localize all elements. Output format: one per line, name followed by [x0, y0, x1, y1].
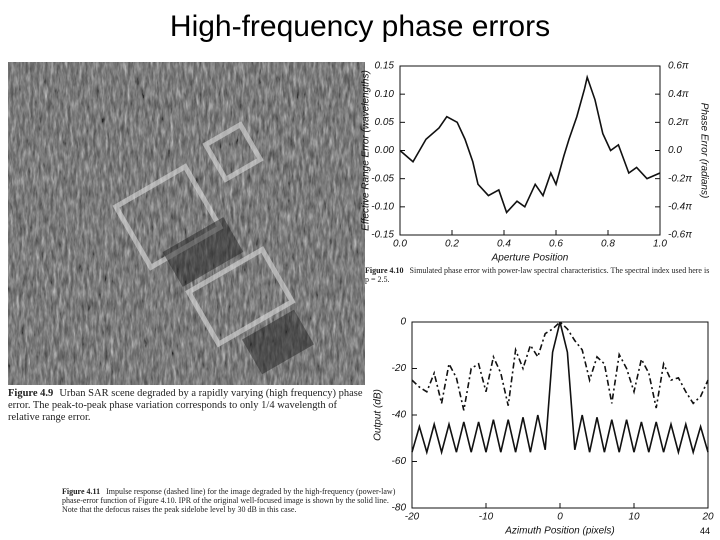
y2-tick-label: -0.4π — [668, 201, 692, 212]
x-tick-label: 10 — [628, 512, 640, 523]
y-tick-label: 0.05 — [375, 117, 395, 128]
x-axis-label: Azimuth Position (pixels) — [504, 526, 614, 537]
sar-image — [8, 62, 365, 385]
y-tick-label: -60 — [392, 456, 407, 467]
x-tick-label: 0.2 — [445, 239, 459, 250]
y2-axis-label: Phase Error (radians) — [698, 103, 709, 199]
caption-text: Urban SAR scene degraded by a rapidly va… — [8, 388, 363, 424]
x-tick-label: 20 — [701, 512, 714, 523]
caption: Figure 4.9 Urban SAR scene degraded by a … — [8, 388, 363, 424]
y-tick-label: -0.10 — [371, 201, 394, 212]
y-tick-label: 0.00 — [375, 145, 395, 156]
x-tick-label: 0.8 — [601, 239, 615, 250]
caption-text: Impulse response (dashed line) for the i… — [62, 487, 396, 515]
y2-tick-label: -0.2π — [668, 173, 692, 184]
y2-tick-label: 0.2π — [668, 117, 689, 128]
y-tick-label: -0.05 — [371, 173, 394, 184]
y-axis-label: Output (dB) — [373, 389, 384, 441]
caption-label: Figure 4.10 — [365, 266, 404, 275]
page-number: 44 — [700, 526, 711, 536]
caption-text: Simulated phase error with power-law spe… — [365, 266, 710, 285]
x-tick-label: 0 — [557, 512, 563, 523]
y2-tick-label: -0.6π — [668, 230, 692, 241]
y-tick-label: 0 — [400, 317, 406, 328]
x-tick-label: 0.6 — [549, 239, 563, 250]
caption: Figure 4.11 Impulse response (dashed line… — [62, 487, 402, 515]
plot-frame — [411, 321, 709, 509]
y-tick-label: -20 — [392, 363, 407, 374]
x-tick-label: -20 — [405, 512, 420, 523]
slide-title: High-frequency phase errors — [169, 10, 551, 43]
y2-tick-label: 0.4π — [668, 89, 689, 100]
y-tick-label: 0.10 — [375, 89, 395, 100]
y-tick-label: 0.15 — [375, 61, 395, 72]
x-tick-label: 0.4 — [497, 239, 511, 250]
y2-tick-label: 0.6π — [668, 61, 689, 72]
caption-label: Figure 4.9 — [8, 388, 54, 399]
y-tick-label: -0.15 — [371, 230, 394, 241]
data-line — [399, 74, 661, 214]
caption-label: Figure 4.11 — [62, 487, 101, 496]
x-tick-label: -10 — [479, 512, 494, 523]
x-tick-label: 1.0 — [653, 239, 667, 250]
plot-frame — [399, 65, 661, 236]
y-tick-label: -40 — [392, 410, 407, 421]
x-tick-label: 0.0 — [393, 239, 407, 250]
x-axis-label: Aperture Position — [491, 253, 569, 264]
y2-tick-label: 0.0 — [668, 145, 682, 156]
data-line — [411, 321, 709, 456]
caption: Figure 4.10 Simulated phase error with po… — [365, 266, 715, 284]
data-line — [411, 320, 709, 411]
